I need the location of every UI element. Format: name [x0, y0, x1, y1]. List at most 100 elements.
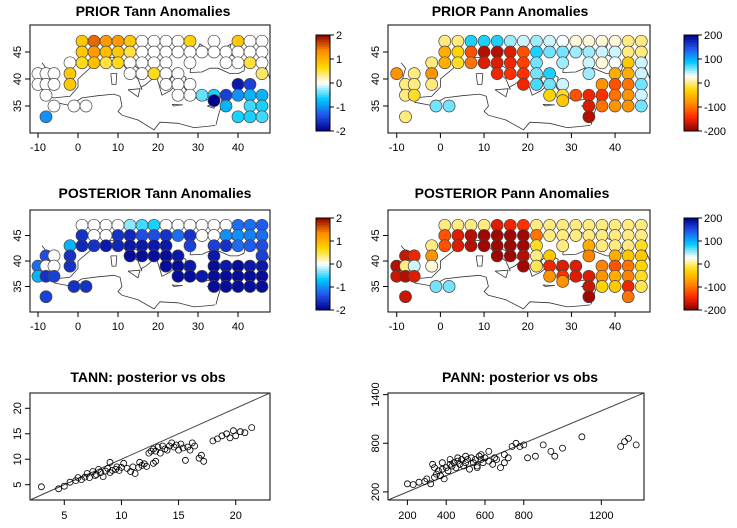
station-point: [123, 34, 137, 48]
colorbar-segment: [684, 66, 698, 69]
station-point: [75, 45, 89, 59]
colorbar-segment: [684, 307, 698, 311]
scatter-point: [97, 469, 105, 476]
scatter-point: [415, 478, 423, 486]
colorbar-segment: [316, 123, 330, 127]
y-tick-label: 40: [12, 255, 24, 267]
station-point: [219, 88, 233, 102]
station-point: [543, 78, 556, 91]
colorbar-segment: [684, 222, 698, 226]
station-point: [111, 45, 125, 59]
colorbar-tick-label: 1: [336, 54, 342, 66]
x-tick-label: 800: [515, 510, 533, 522]
y-tick-label: 45: [12, 229, 24, 241]
station-point: [171, 45, 185, 59]
station-point: [451, 45, 465, 59]
station-point: [477, 45, 491, 59]
colorbar-tick-label: 2: [336, 30, 342, 42]
colorbar-segment: [316, 66, 330, 69]
colorbar-segment: [684, 47, 698, 50]
colorbar-segment: [684, 44, 698, 48]
colorbar-segment: [684, 261, 698, 265]
y-tick-label: 35: [12, 280, 24, 292]
colorbar-segment: [684, 277, 698, 281]
scatter-point: [86, 474, 93, 482]
colorbar-tick-label: 0: [336, 78, 342, 90]
colorbar-tick-label: -100: [704, 282, 726, 294]
station-point: [569, 269, 583, 283]
colorbar-segment: [316, 277, 330, 281]
station-point: [530, 34, 543, 48]
station-point: [231, 56, 245, 70]
colorbar-segment: [316, 307, 330, 311]
coastline: [171, 284, 183, 287]
x-tick-label: -10: [389, 142, 405, 154]
station-point: [407, 78, 421, 91]
x-tick-label: 20: [522, 142, 534, 154]
station-point: [543, 45, 556, 59]
station-point: [582, 67, 596, 80]
x-tick-label: 15: [172, 510, 184, 522]
scatter-point: [179, 444, 187, 452]
colorbar-segment: [684, 54, 698, 57]
colorbar-segment: [684, 104, 698, 108]
colorbar-segment: [316, 78, 330, 81]
colorbar-segment: [684, 247, 698, 251]
station-point: [255, 67, 269, 80]
colorbar-tick-label: -1: [336, 282, 346, 294]
colorbar-segment: [684, 282, 698, 286]
scatter-point: [152, 457, 160, 465]
colorbar-segment: [684, 114, 698, 117]
scatter-point: [500, 459, 508, 467]
colorbar-segment: [684, 257, 698, 260]
colorbar-tick-label: -200: [704, 126, 726, 138]
colorbar-segment: [316, 121, 330, 125]
station-point: [621, 67, 635, 80]
scatter-point: [551, 452, 559, 460]
station-point: [219, 56, 233, 70]
colorbar-segment: [316, 128, 330, 132]
scatter-point: [226, 434, 234, 442]
colorbar-segment: [316, 114, 330, 117]
station-point: [425, 259, 439, 273]
station-point: [183, 78, 197, 91]
station-point: [543, 229, 556, 242]
station-point: [634, 56, 648, 70]
colorbar-segment: [316, 39, 330, 43]
colorbar-segment: [684, 243, 698, 246]
scatter-point: [60, 482, 68, 490]
coastline: [494, 88, 509, 98]
station-point: [621, 99, 635, 113]
colorbar-segment: [316, 236, 330, 240]
station-point: [111, 56, 125, 70]
scatter-point: [232, 432, 240, 440]
station-point: [231, 78, 245, 91]
colorbar-segment: [684, 51, 698, 55]
station-point: [582, 34, 596, 48]
scatter-point: [621, 438, 628, 446]
station-point: [503, 56, 517, 70]
station-point: [608, 99, 622, 113]
scatter-point: [497, 464, 504, 472]
station-point: [159, 34, 173, 48]
scatter-point: [113, 463, 121, 471]
station-point: [490, 56, 504, 70]
colorbar-segment: [684, 92, 698, 96]
scatter-point: [197, 451, 205, 459]
station-point: [243, 45, 257, 59]
colorbar-segment: [316, 220, 330, 223]
scatter-point: [512, 439, 520, 447]
station-point: [75, 56, 89, 70]
colorbar-segment: [684, 97, 698, 101]
scatter-point: [200, 457, 208, 465]
colorbar-segment: [684, 224, 698, 228]
colorbar-segment: [316, 259, 330, 263]
colorbar-segment: [684, 270, 698, 274]
coastline: [542, 104, 555, 107]
station-point: [87, 239, 101, 253]
station-point: [582, 56, 596, 70]
scatter-point: [547, 447, 555, 455]
colorbar-segment: [316, 37, 330, 41]
colorbar-segment: [316, 97, 330, 101]
